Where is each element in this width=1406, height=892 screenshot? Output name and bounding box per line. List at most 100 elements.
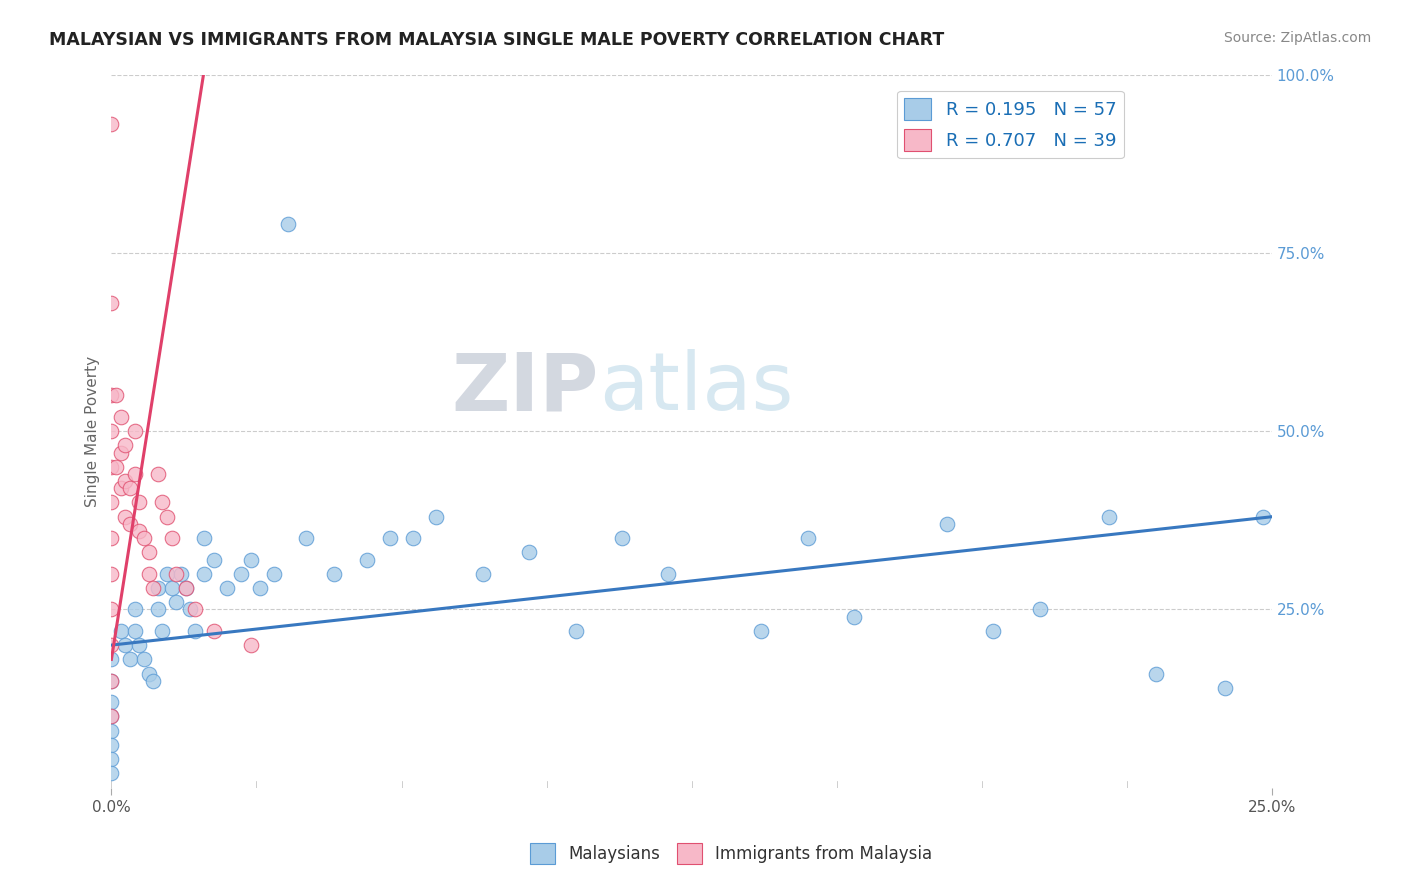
Point [179,602,201,616]
Point [796,531,818,545]
Point [100,723,122,738]
Point [471,566,494,581]
Point [105,388,128,402]
Point [142,673,165,688]
Text: Source: ZipAtlas.com: Source: ZipAtlas.com [1223,31,1371,45]
Point [138,666,160,681]
Point [239,638,262,652]
Point [239,552,262,566]
Point [165,566,187,581]
Point [156,566,179,581]
Point [564,624,586,638]
Point [356,552,378,566]
Point [1215,681,1237,695]
Point [295,531,318,545]
Point [128,638,150,652]
Point [936,516,959,531]
Point [124,602,146,616]
Point [114,638,136,652]
Point [160,531,183,545]
Point [610,531,633,545]
Point [100,752,122,766]
Text: ZIP: ZIP [451,350,599,427]
Point [128,495,150,509]
Legend: Malaysians, Immigrants from Malaysia: Malaysians, Immigrants from Malaysia [523,837,939,871]
Point [1251,509,1274,524]
Point [1144,666,1167,681]
Point [657,566,679,581]
Point [425,509,447,524]
Point [138,566,160,581]
Point [249,581,271,595]
Point [100,709,122,723]
Point [184,602,207,616]
Point [146,581,169,595]
Point [114,438,136,452]
Point [184,624,207,638]
Point [110,409,132,424]
Point [749,624,772,638]
Point [100,766,122,780]
Point [114,474,136,488]
Y-axis label: Single Male Poverty: Single Male Poverty [86,356,100,507]
Point [160,581,183,595]
Point [132,531,155,545]
Point [100,638,122,652]
Point [146,602,169,616]
Point [174,581,197,595]
Point [517,545,540,559]
Point [118,516,141,531]
Point [100,673,122,688]
Point [202,552,225,566]
Point [100,673,122,688]
Point [842,609,865,624]
Point [100,424,122,438]
Point [128,524,150,538]
Point [165,595,187,609]
Point [156,509,179,524]
Point [100,118,122,132]
Point [193,531,215,545]
Legend: R = 0.195   N = 57, R = 0.707   N = 39: R = 0.195 N = 57, R = 0.707 N = 39 [897,91,1123,158]
Point [217,581,239,595]
Point [138,545,160,559]
Point [114,509,136,524]
Point [100,388,122,402]
Point [118,652,141,666]
Point [146,467,169,481]
Point [1098,509,1121,524]
Point [100,652,122,666]
Point [231,566,253,581]
Point [124,467,146,481]
Point [378,531,401,545]
Point [100,602,122,616]
Point [110,481,132,495]
Point [132,652,155,666]
Point [100,295,122,310]
Point [100,566,122,581]
Point [100,695,122,709]
Point [983,624,1005,638]
Point [100,531,122,545]
Point [142,581,165,595]
Point [1029,602,1052,616]
Point [100,459,122,474]
Point [202,624,225,638]
Point [152,624,174,638]
Point [174,581,197,595]
Point [152,495,174,509]
Point [110,445,132,459]
Point [263,566,285,581]
Text: MALAYSIAN VS IMMIGRANTS FROM MALAYSIA SINGLE MALE POVERTY CORRELATION CHART: MALAYSIAN VS IMMIGRANTS FROM MALAYSIA SI… [49,31,945,49]
Point [402,531,425,545]
Point [323,566,346,581]
Point [170,566,193,581]
Point [100,495,122,509]
Point [193,566,215,581]
Point [124,624,146,638]
Point [277,217,299,231]
Point [110,624,132,638]
Point [105,459,128,474]
Point [124,424,146,438]
Point [100,709,122,723]
